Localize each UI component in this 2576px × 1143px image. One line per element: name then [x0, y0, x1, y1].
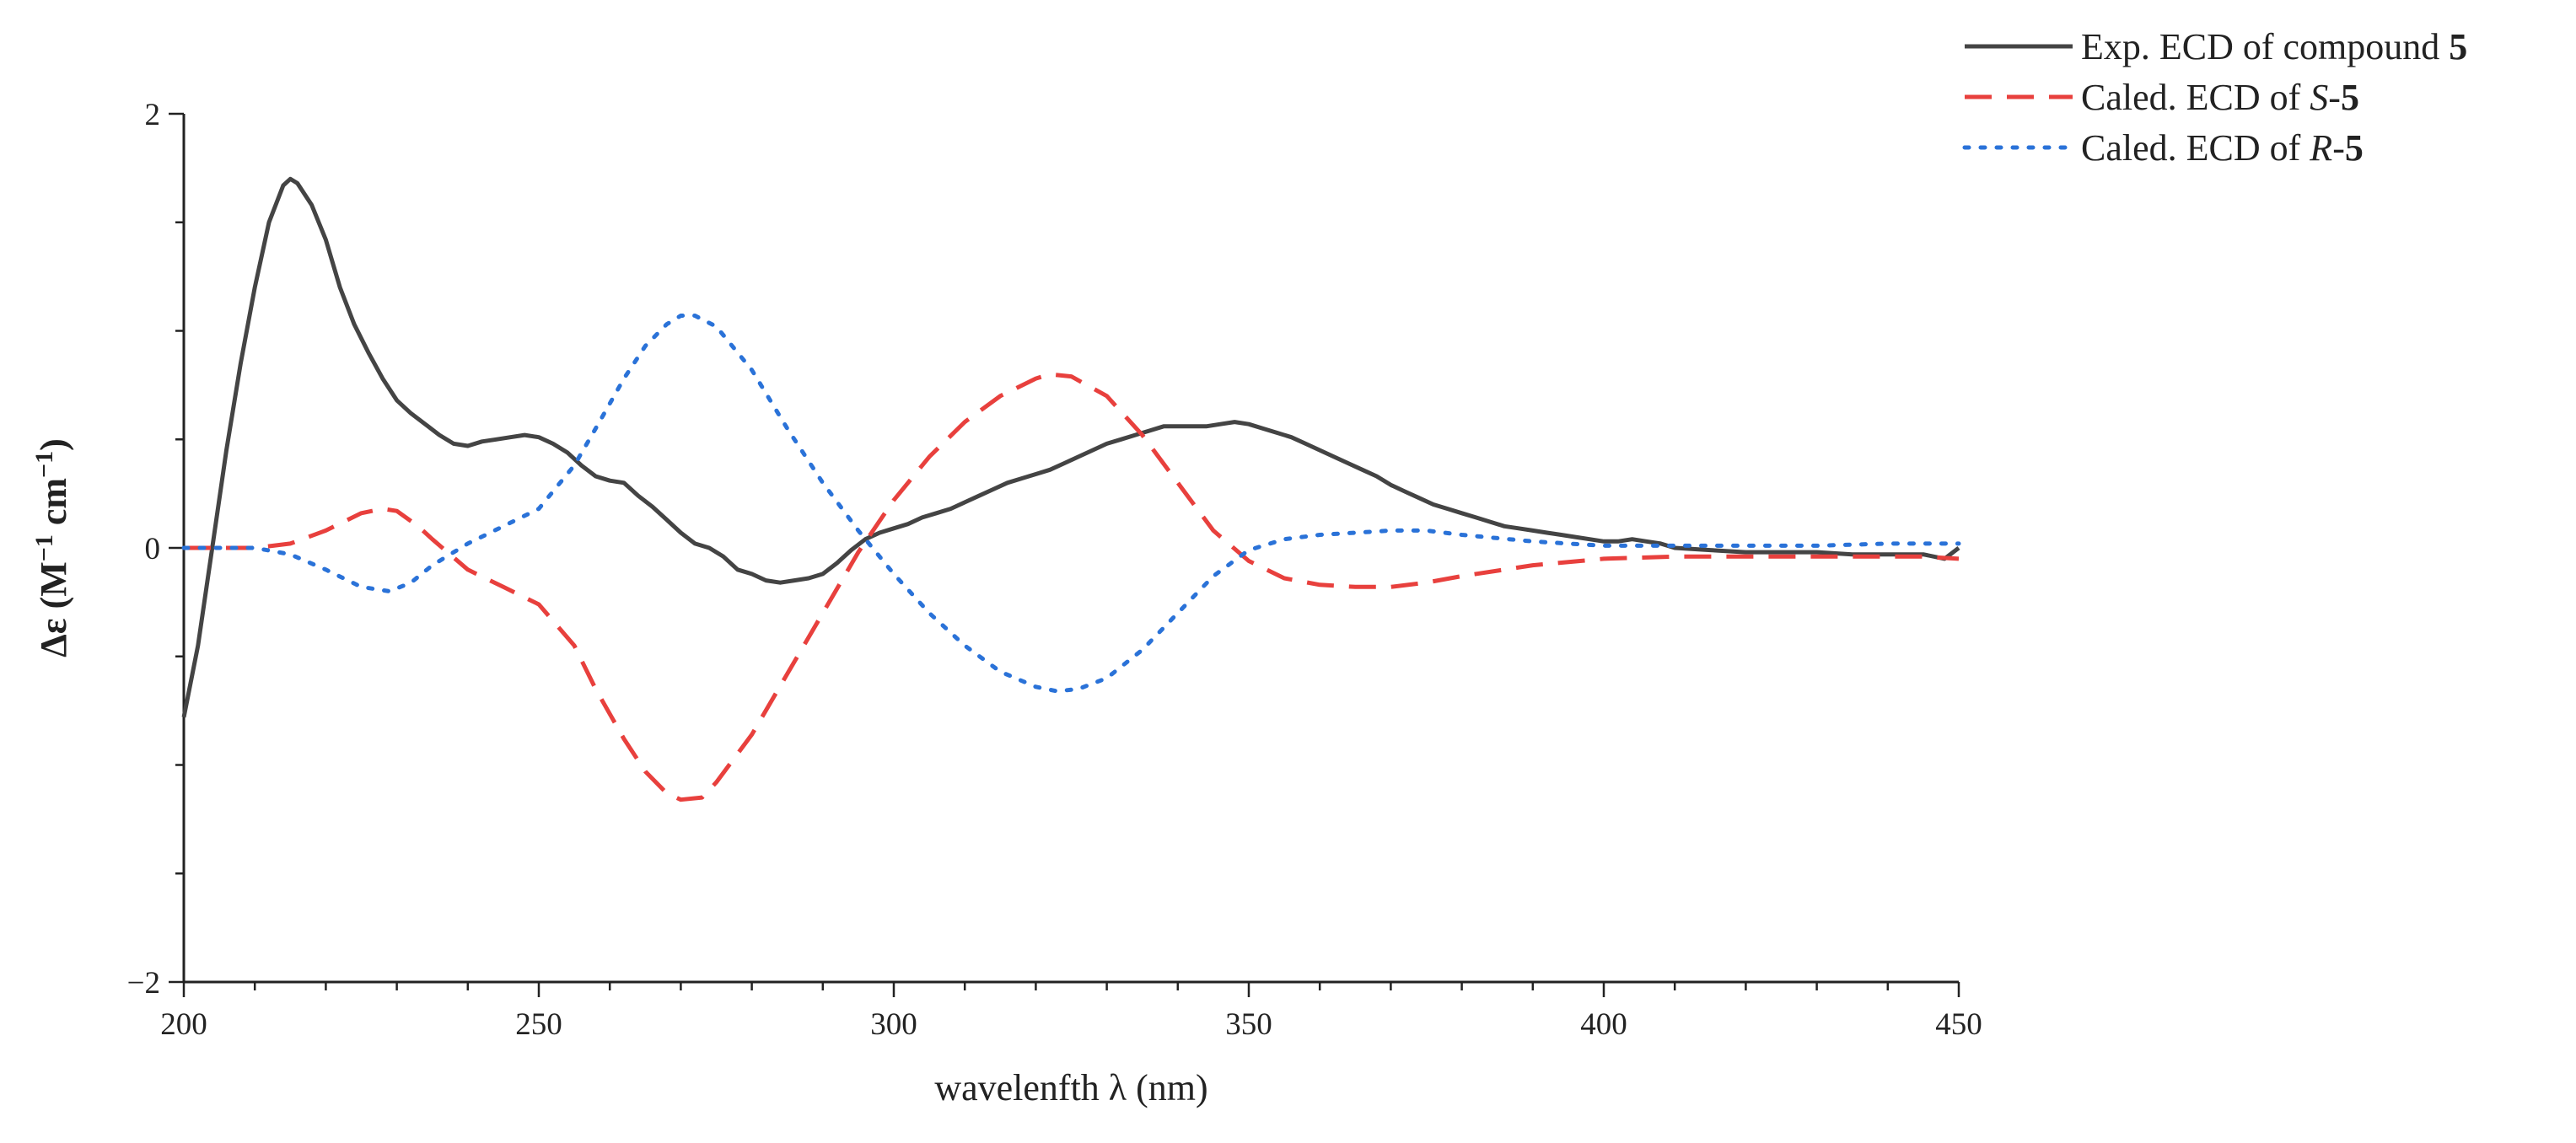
x-axis-title: wavelenfth λ (nm) [934, 1067, 1207, 1108]
y-axis-title-suffix: ) [33, 438, 74, 451]
x-tick-label: 450 [1935, 1007, 1982, 1042]
y-tick-label: 2 [145, 98, 161, 132]
y-axis-ticks: −2 0 2 [127, 98, 184, 1001]
x-tick-label: 400 [1580, 1007, 1627, 1042]
series-line-1 [181, 176, 1960, 718]
y-tick-label: 0 [145, 532, 161, 566]
y-axis-title-sup2: −1 [30, 451, 58, 478]
x-tick-label: 200 [160, 1007, 207, 1042]
x-tick-label: 350 [1225, 1007, 1272, 1042]
y-axis-title-middle: cm [33, 478, 74, 534]
series-layer [181, 176, 1961, 802]
legend-label-3: Caled. ECD of R-5 [2081, 127, 2364, 169]
series-line-2 [184, 372, 1960, 802]
legend-label-2: Caled. ECD of S-5 [2081, 77, 2359, 118]
y-tick-label: −2 [127, 966, 160, 1001]
x-tick-label: 300 [870, 1007, 917, 1042]
y-axis-title-prefix: Δε (M [33, 561, 74, 657]
axes: 200 250 300 350 400 450 −2 0 2 [127, 98, 1982, 1042]
legend: Exp. ECD of compound 5 Caled. ECD of S-5 C… [1962, 26, 2467, 169]
x-axis-ticks: 200 250 300 350 400 450 [160, 982, 1982, 1042]
y-axis-title: Δε (M−1 cm−1) [30, 438, 75, 657]
x-tick-label: 250 [515, 1007, 562, 1042]
legend-label-1: Exp. ECD of compound 5 [2081, 26, 2467, 67]
y-axis-title-sup1: −1 [30, 534, 58, 561]
series-line-3 [181, 314, 1961, 694]
